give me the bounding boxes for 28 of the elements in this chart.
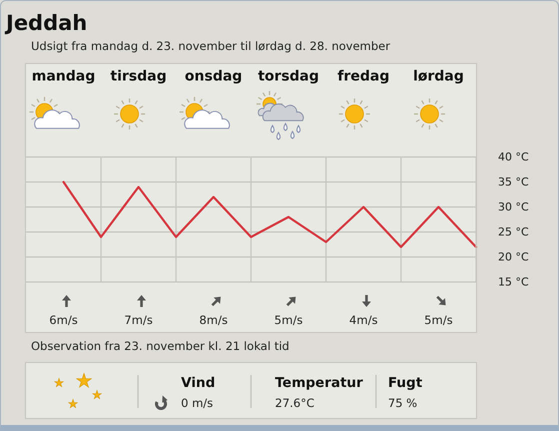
text: 0 m/s [181,396,214,410]
y-tick-label: 40 °C [498,150,529,164]
x-tick-label: tirsdag [110,68,167,84]
y-tick-label: 30 °C [498,200,529,214]
y-tick-label: 25 °C [498,226,529,239]
text: Fugt [388,375,423,391]
text: 4m/s [349,313,378,327]
y-tick-label: 15 °C [498,276,529,289]
text: 5m/s [274,313,303,327]
text: 75 % [388,396,418,410]
x-tick-label: onsdag [184,68,242,84]
x-tick-label: fredag [338,68,390,84]
x-tick-label: torsdag [258,68,320,84]
x-tick-label: lørdag [413,68,464,84]
y-tick-label: 35 °C [498,176,529,189]
text: 6m/s [49,313,78,327]
chart-subtitle: Udsigt fra mandag d. 23. november til lørdag d. 28. november [31,39,390,53]
x-tick-label: mandag [32,68,96,84]
text: Vind [181,375,216,391]
text: 8m/s [199,313,228,327]
text: Observation fra 23. november kl. 21 lokal tid [31,339,290,353]
chart-title: Jeddah [4,11,88,35]
text: 7m/s [124,313,153,327]
line-series [62,180,478,248]
text: 27.6°C [275,396,314,410]
y-tick-label: 20 °C [498,250,529,264]
text: Temperatur [275,375,364,391]
text: 5m/s [424,313,453,327]
